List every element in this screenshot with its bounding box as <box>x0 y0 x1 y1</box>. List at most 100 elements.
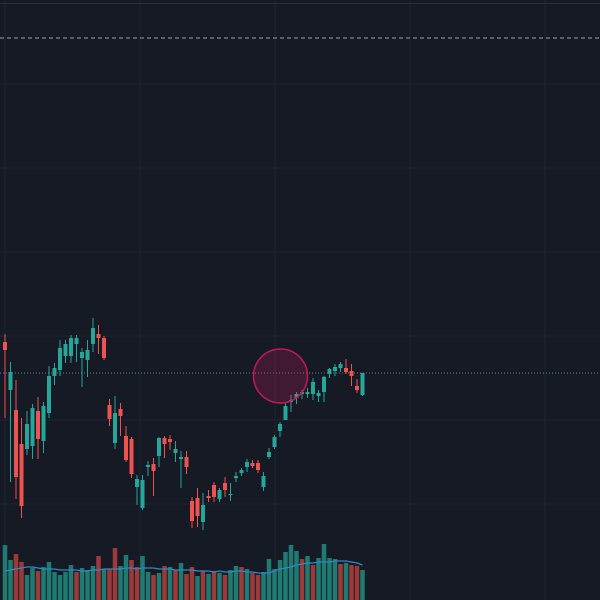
candle-body-41 <box>228 494 233 495</box>
candle-57 <box>316 390 321 402</box>
volume-bar-51 <box>283 552 288 600</box>
candle-body-51 <box>283 406 288 420</box>
candle-body-63 <box>349 371 354 376</box>
volume-bar-14 <box>79 568 85 600</box>
candle-51 <box>283 402 288 420</box>
candle-24 <box>135 475 139 505</box>
candle-5 <box>30 404 35 459</box>
candle-18 <box>102 336 106 360</box>
volume-bar-44 <box>244 569 250 600</box>
candle-35 <box>195 488 200 527</box>
candle-body-57 <box>316 393 321 396</box>
candle-body-48 <box>267 452 271 457</box>
candle-body-65 <box>360 373 365 395</box>
volume-bar-11 <box>63 572 68 600</box>
volume-bar-22 <box>123 555 129 600</box>
candle-32 <box>179 451 183 488</box>
volume-bar-48 <box>266 559 272 600</box>
candle-body-58 <box>322 377 326 392</box>
volume-bar-13 <box>74 572 79 600</box>
candle-40 <box>223 477 227 497</box>
candle-26 <box>146 461 150 476</box>
volume-bar-23 <box>129 560 134 600</box>
candle-28 <box>157 437 161 467</box>
volume-bar-30 <box>167 567 173 600</box>
candle-10 <box>58 340 62 376</box>
volume-bar-58 <box>321 544 327 600</box>
candle-34 <box>190 497 194 528</box>
candle-30 <box>168 435 172 450</box>
candle-61 <box>338 362 343 372</box>
candle-body-32 <box>179 457 183 459</box>
volume-bar-0 <box>2 545 8 600</box>
candle-15 <box>85 340 90 377</box>
candle-2 <box>14 380 18 499</box>
volume-bar-29 <box>162 566 167 600</box>
candle-48 <box>267 448 271 459</box>
candle-19 <box>107 399 112 426</box>
volume-bar-41 <box>228 570 233 600</box>
candle-body-56 <box>311 382 315 394</box>
candle-46 <box>256 460 260 473</box>
volume-bar-1 <box>8 560 13 600</box>
volume-bars <box>2 544 365 600</box>
volume-bar-15 <box>85 570 90 600</box>
candle-27 <box>151 458 156 496</box>
volume-bar-12 <box>68 565 74 600</box>
candle-body-4 <box>25 424 29 449</box>
volume-bar-2 <box>13 554 19 600</box>
candle-body-59 <box>327 369 332 374</box>
volume-bar-61 <box>338 564 343 600</box>
candle-body-23 <box>129 439 134 474</box>
candle-body-6 <box>36 411 40 439</box>
volume-bar-10 <box>57 575 63 600</box>
volume-bar-46 <box>255 575 261 600</box>
candle-body-8 <box>47 376 51 413</box>
candle-58 <box>322 376 326 402</box>
candle-body-24 <box>135 479 139 487</box>
highlight-circle[interactable] <box>252 348 309 404</box>
candle-11 <box>63 340 68 363</box>
volume-bar-5 <box>30 568 35 600</box>
candle-body-44 <box>245 462 249 467</box>
candle-37 <box>206 490 211 502</box>
volume-bar-57 <box>316 558 321 600</box>
volume-bar-25 <box>140 556 145 600</box>
candle-7 <box>41 402 46 453</box>
candle-16 <box>91 318 95 352</box>
candle-body-14 <box>80 352 84 358</box>
candle-12 <box>69 335 73 363</box>
volume-bar-6 <box>35 571 41 600</box>
volume-bar-39 <box>217 573 222 600</box>
volume-bar-52 <box>288 545 294 600</box>
candle-body-11 <box>63 344 68 356</box>
candle-body-27 <box>151 464 156 471</box>
volume-bar-7 <box>41 567 46 600</box>
candle-3 <box>19 418 24 518</box>
volume-bar-65 <box>360 570 365 600</box>
candle-body-31 <box>173 449 178 453</box>
candle-1 <box>8 362 13 482</box>
candle-body-43 <box>239 470 244 473</box>
candle-body-22 <box>124 436 128 460</box>
candle-body-37 <box>206 496 211 498</box>
candle-body-0 <box>3 342 7 350</box>
candle-body-33 <box>184 457 189 467</box>
candle-9 <box>52 363 57 385</box>
candle-38 <box>212 482 216 502</box>
candle-47 <box>261 472 266 491</box>
volume-bar-62 <box>343 563 349 600</box>
volume-bar-47 <box>261 572 266 600</box>
candle-62 <box>344 359 348 374</box>
candles[interactable] <box>3 318 365 530</box>
volume-bar-38 <box>211 571 217 600</box>
candle-body-12 <box>69 338 73 356</box>
candle-body-61 <box>338 364 343 368</box>
volume-bar-21 <box>118 566 123 600</box>
volume-bar-50 <box>277 560 283 600</box>
candle-body-26 <box>146 465 150 467</box>
candle-22 <box>124 426 128 462</box>
